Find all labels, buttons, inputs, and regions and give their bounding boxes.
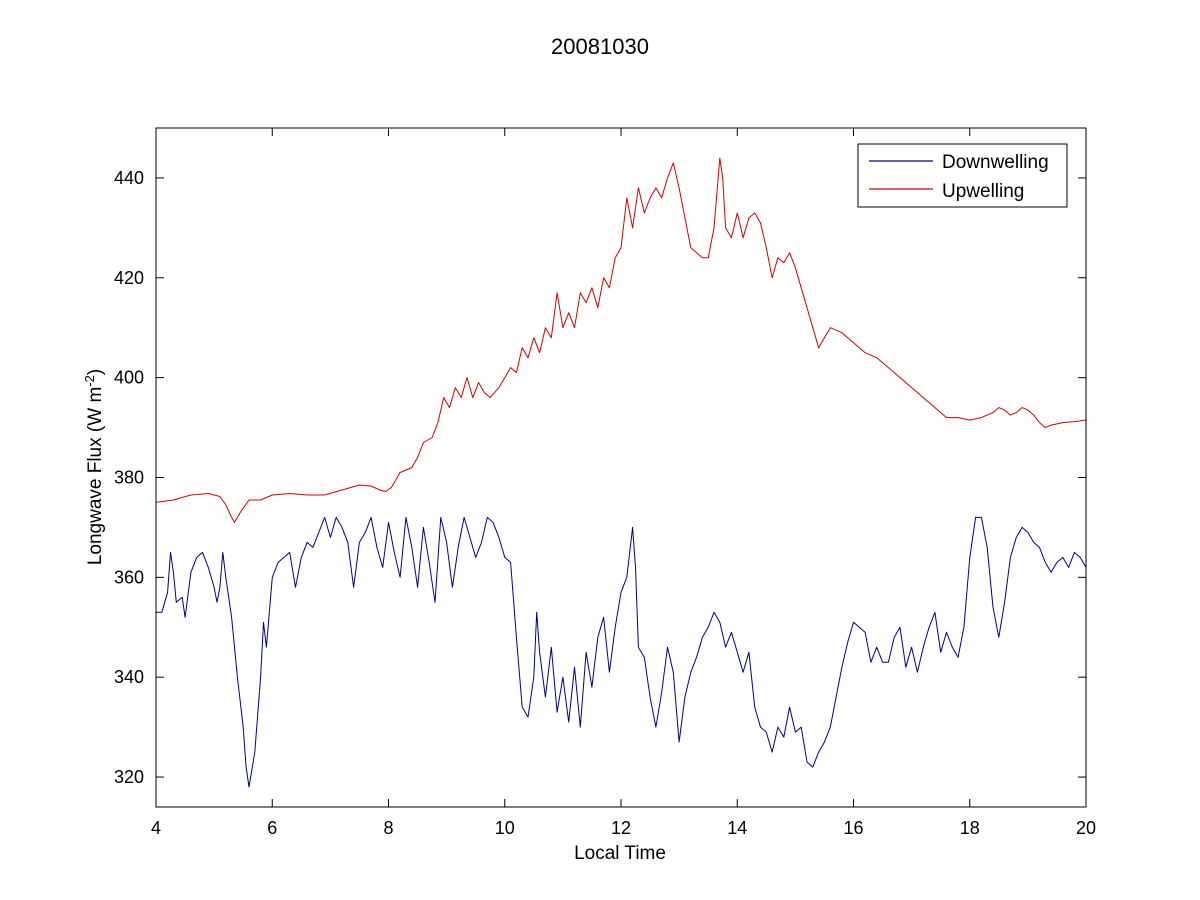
y-tick-label: 400 bbox=[114, 368, 144, 388]
x-axis: 4 6 8 10 12 14 16 18 20 bbox=[151, 128, 1096, 838]
y-axis-title-end: ) bbox=[85, 369, 106, 375]
x-tick-label: 14 bbox=[727, 818, 747, 838]
y-axis-title: Longwave Flux (W m-2) bbox=[82, 369, 107, 565]
x-tick-label: 18 bbox=[960, 818, 980, 838]
y-tick-label: 340 bbox=[114, 667, 144, 687]
legend-box bbox=[857, 143, 1068, 208]
x-tick-label: 8 bbox=[383, 818, 393, 838]
y-axis-title-main: Longwave Flux (W m bbox=[85, 387, 106, 565]
x-tick-label: 16 bbox=[843, 818, 863, 838]
x-axis-title: Local Time bbox=[574, 843, 666, 864]
series-layer bbox=[155, 157, 1087, 788]
series-line-upwelling bbox=[155, 157, 1087, 523]
x-tick-label: 10 bbox=[495, 818, 515, 838]
y-tick-label: 320 bbox=[114, 767, 144, 787]
y-axis-title-superscript: -2 bbox=[82, 375, 97, 387]
series-line-downwelling bbox=[156, 516, 1087, 788]
y-tick-label: 360 bbox=[114, 567, 144, 587]
x-tick-label: 4 bbox=[151, 818, 161, 838]
y-axis: 320 340 360 380 400 420 440 bbox=[114, 168, 1086, 787]
y-tick-label: 380 bbox=[114, 467, 144, 487]
y-tick-label: 420 bbox=[114, 268, 144, 288]
legend-label-downwelling: Downwelling bbox=[942, 152, 1049, 173]
legend-label-upwelling: Upwelling bbox=[942, 181, 1024, 202]
x-tick-label: 12 bbox=[611, 818, 631, 838]
plot-frame bbox=[155, 127, 1087, 808]
chart-title: 20081030 bbox=[551, 34, 649, 59]
x-tick-label: 20 bbox=[1076, 818, 1096, 838]
x-tick-label: 6 bbox=[267, 818, 277, 838]
legend: Downwelling Upwelling bbox=[857, 143, 1068, 208]
y-tick-label: 440 bbox=[114, 168, 144, 188]
